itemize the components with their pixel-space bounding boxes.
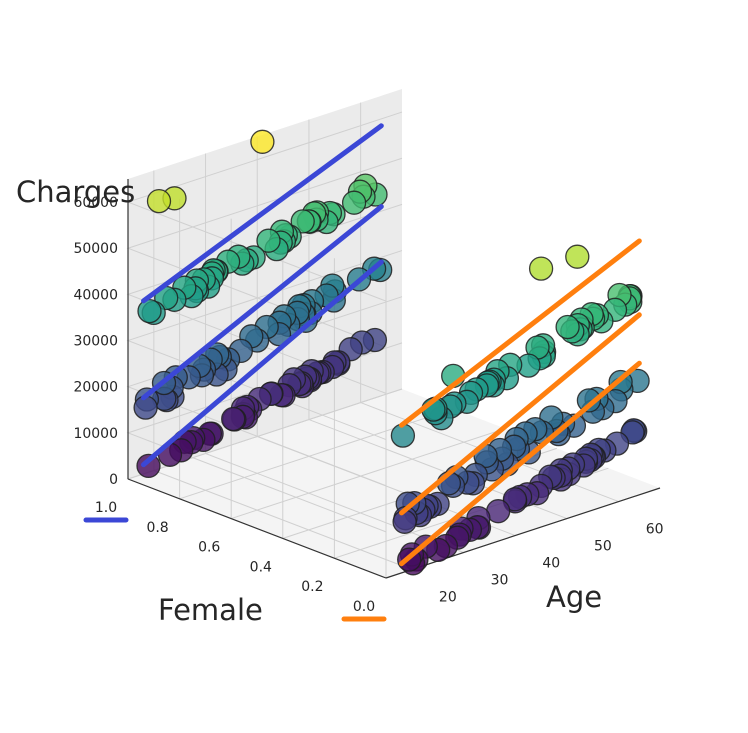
x-tick-label-0: 20 — [439, 590, 457, 606]
data-point-123 — [146, 188, 172, 214]
x-axis-label: Age — [546, 580, 602, 614]
data-point-64 — [256, 228, 281, 253]
fit-line-0 — [141, 259, 384, 468]
y-axis-label: Female — [158, 593, 263, 627]
y-tick-label-4: 0.8 — [146, 520, 168, 536]
x-tick-label-4: 60 — [646, 522, 664, 538]
y-tick-label-5: 1.0 — [95, 500, 117, 516]
fit-line-5 — [399, 238, 642, 428]
data-point-166 — [565, 244, 590, 269]
z-tick-label-4: 40000 — [73, 287, 118, 303]
y-tick-label-2: 0.4 — [250, 559, 272, 575]
fit-line-3 — [399, 360, 642, 567]
y-tick-label-3: 0.6 — [198, 540, 220, 556]
fit-line-4 — [399, 312, 642, 516]
data-points — [133, 129, 650, 576]
data-point-200 — [502, 487, 528, 512]
tick-labels: 0 10000 20000 30000 40000 50000 60000 20 30 40 50 6… — [73, 195, 663, 615]
x-axis-line — [385, 487, 661, 579]
data-point-157 — [576, 388, 602, 413]
z-tick-label-6: 60000 — [73, 195, 118, 211]
z-tick-label-5: 50000 — [73, 241, 118, 257]
data-point-9 — [341, 190, 367, 215]
data-point-172 — [555, 314, 580, 340]
pane-floor — [128, 389, 660, 578]
data-point-126 — [136, 453, 161, 479]
x-tick-label-3: 50 — [594, 539, 612, 555]
highlight-ticks — [83, 517, 387, 622]
axis-lines — [127, 179, 661, 579]
fit-lines — [141, 123, 642, 567]
y-axis-line — [127, 478, 387, 579]
data-point-66 — [250, 129, 275, 154]
y-tick-label-0: 0.0 — [353, 599, 375, 615]
z-tick-label-1: 10000 — [73, 426, 118, 442]
fit-line-2 — [141, 123, 384, 304]
data-point-256 — [392, 509, 417, 534]
x-tick-label-2: 40 — [542, 556, 560, 572]
data-point-257 — [390, 423, 416, 448]
z-tick-label-2: 20000 — [73, 380, 118, 396]
z-tick-label-0: 0 — [109, 472, 118, 488]
data-point-128 — [133, 395, 158, 420]
fit-line-1 — [141, 204, 384, 401]
data-point-125 — [137, 298, 162, 324]
y-tick-label-1: 0.2 — [301, 579, 323, 595]
z-tick-label-3: 30000 — [73, 334, 118, 350]
x-tick-label-1: 30 — [491, 573, 509, 589]
z-axis-label: Charges — [16, 175, 135, 209]
data-point-82 — [221, 406, 246, 432]
data-point-187 — [528, 256, 554, 281]
